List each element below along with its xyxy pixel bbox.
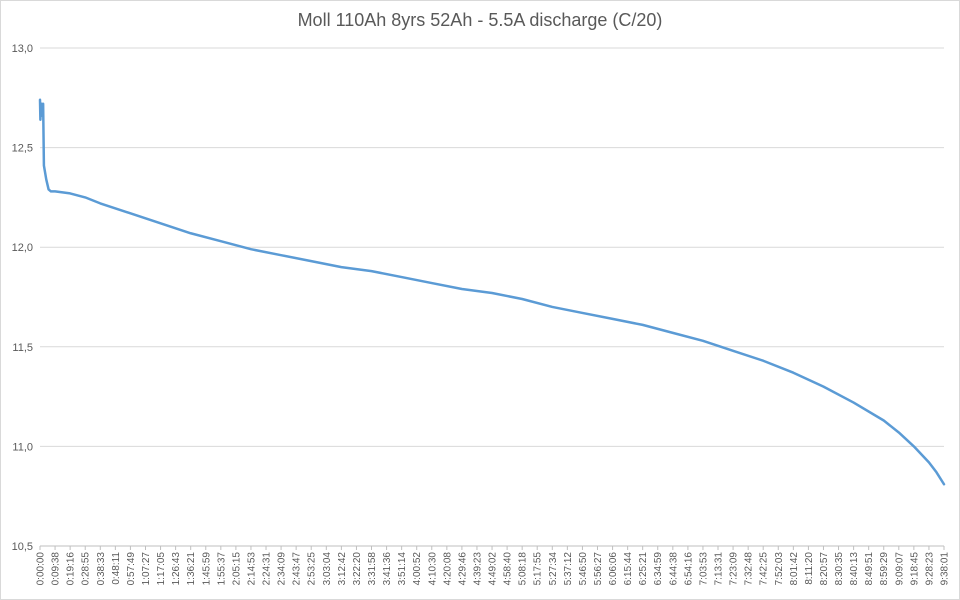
x-tick-label: 7:32:48 <box>744 552 755 586</box>
x-tick-label: 4:58:40 <box>503 552 514 586</box>
x-tick-label: 6:34:59 <box>653 552 664 586</box>
x-tick-label: 5:46:50 <box>578 552 589 586</box>
x-tick-label: 3:12:42 <box>337 552 348 586</box>
x-tick-label: 5:17:55 <box>533 552 544 586</box>
gridlines <box>40 47 944 547</box>
x-tick-label: 2:24:31 <box>262 552 273 586</box>
x-tick-label: 6:44:38 <box>668 552 679 586</box>
x-tick-label: 5:08:18 <box>518 552 529 586</box>
chart-title: Moll 110Ah 8yrs 52Ah - 5.5A discharge (C… <box>297 10 663 30</box>
x-tick-label: 1:17:05 <box>156 552 167 586</box>
x-tick-label: 4:10:30 <box>427 552 438 586</box>
x-tick-label: 0:00:00 <box>36 552 47 586</box>
x-tick-label: 7:52:03 <box>774 552 785 586</box>
x-tick-label: 9:38:01 <box>940 552 951 586</box>
x-tick-label: 7:42:25 <box>759 552 770 586</box>
x-tick-label: 0:19:16 <box>66 552 77 586</box>
x-tick-label: 2:34:09 <box>277 552 288 586</box>
x-tick-label: 1:45:59 <box>201 552 212 586</box>
x-tick-label: 1:26:43 <box>171 552 182 586</box>
series-group <box>38 98 946 486</box>
x-tick-label: 0:57:49 <box>126 552 137 586</box>
x-tick-label: 9:09:07 <box>894 552 905 586</box>
y-axis-ticks: 10,5 11,0 11,5 12,0 12,5 13,0 <box>12 43 33 553</box>
x-tick-label: 8:20:57 <box>819 552 830 586</box>
x-tick-label: 7:13:31 <box>714 552 725 586</box>
x-tick-label: 2:53:25 <box>307 552 318 586</box>
x-tick-label: 0:28:55 <box>81 552 92 586</box>
x-tick-label: 3:41:36 <box>382 552 393 586</box>
y-tick-label: 11,0 <box>12 441 33 453</box>
y-tick-label: 12,0 <box>12 242 33 254</box>
x-tick-label: 3:31:58 <box>367 552 378 586</box>
x-tick-label: 7:23:09 <box>729 552 740 586</box>
x-tick-label: 2:14:53 <box>246 552 257 586</box>
x-tick-label: 0:48:11 <box>111 552 122 585</box>
x-tick-label: 0:09:38 <box>51 552 62 586</box>
x-tick-label: 2:05:15 <box>231 552 242 586</box>
series-line-1 <box>38 98 946 486</box>
x-tick-label: 6:15:44 <box>623 552 634 586</box>
x-tick-label: 8:40:13 <box>849 552 860 586</box>
x-tick-label: 8:11:20 <box>804 552 815 585</box>
x-tick-label: 4:00:52 <box>412 552 423 586</box>
x-tick-label: 4:39:23 <box>472 552 483 586</box>
x-tick-label: 6:54:16 <box>683 552 694 586</box>
x-tick-label: 6:06:06 <box>608 552 619 586</box>
x-tick-label: 8:30:35 <box>834 552 845 586</box>
x-tick-label: 3:51:14 <box>397 552 408 586</box>
x-tick-label: 1:07:27 <box>141 552 152 586</box>
x-tick-label: 1:55:37 <box>216 552 227 586</box>
x-tick-label: 9:28:23 <box>924 552 935 586</box>
x-tick-label: 5:27:34 <box>548 552 559 586</box>
x-tick-label: 0:38:33 <box>96 552 107 586</box>
y-tick-label: 12,5 <box>12 143 33 155</box>
y-tick-label: 10,5 <box>12 541 33 553</box>
x-tick-label: 8:01:42 <box>789 552 800 586</box>
x-tick-label: 9:18:45 <box>909 552 920 586</box>
y-tick-label: 13,0 <box>12 43 33 55</box>
x-tick-label: 3:03:04 <box>322 552 333 586</box>
x-tick-label: 5:37:12 <box>563 552 574 586</box>
x-tick-label: 1:36:21 <box>186 552 197 586</box>
x-tick-label: 4:49:02 <box>488 552 499 586</box>
x-tick-label: 8:59:29 <box>879 552 890 586</box>
x-tick-label: 6:25:21 <box>638 552 649 586</box>
y-tick-label: 11,5 <box>12 342 33 354</box>
x-tick-label: 4:29:46 <box>457 552 468 586</box>
x-tick-label: 4:20:08 <box>442 552 453 586</box>
x-tick-label: 8:49:51 <box>864 552 875 586</box>
x-tick-label: 3:22:20 <box>352 552 363 586</box>
x-tick-label: 7:03:53 <box>698 552 709 586</box>
x-tick-label: 5:56:27 <box>593 552 604 586</box>
x-tick-label: 2:43:47 <box>292 552 303 586</box>
x-axis-ticks: 0:00:00 0:09:38 0:19:16 0:28:55 0:38:33 0:48:… <box>36 546 951 585</box>
